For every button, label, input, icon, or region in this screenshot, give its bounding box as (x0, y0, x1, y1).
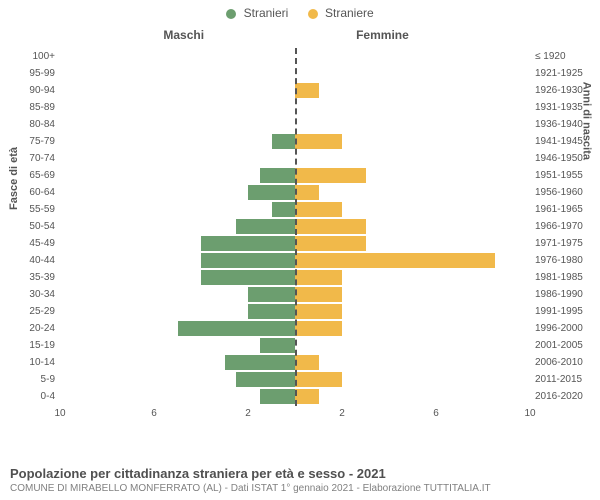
age-label: 10-14 (5, 357, 55, 368)
male-bar (225, 355, 296, 370)
female-bar (295, 304, 342, 319)
female-bar (295, 355, 319, 370)
female-bar (295, 168, 366, 183)
chart-subtitle: COMUNE DI MIRABELLO MONFERRATO (AL) - Da… (10, 483, 590, 494)
x-tick: 10 (54, 408, 65, 419)
age-label: 0-4 (5, 391, 55, 402)
header-males: Maschi (163, 28, 204, 42)
birth-year-label: 1936-1940 (535, 119, 600, 130)
male-bar (178, 321, 296, 336)
male-bar (272, 202, 296, 217)
age-label: 80-84 (5, 119, 55, 130)
age-label: 90-94 (5, 85, 55, 96)
female-bar (295, 287, 342, 302)
birth-year-label: 2016-2020 (535, 391, 600, 402)
birth-year-label: ≤ 1920 (535, 51, 600, 62)
x-tick: 2 (245, 408, 251, 419)
age-label: 75-79 (5, 136, 55, 147)
birth-year-label: 1941-1945 (535, 136, 600, 147)
birth-year-label: 1951-1955 (535, 170, 600, 181)
female-bar (295, 270, 342, 285)
male-bar (248, 185, 295, 200)
male-bar (260, 389, 295, 404)
birth-year-label: 1946-1950 (535, 153, 600, 164)
male-bar (248, 287, 295, 302)
birth-year-label: 1921-1925 (535, 68, 600, 79)
female-bar (295, 372, 342, 387)
age-label: 45-49 (5, 238, 55, 249)
birth-year-label: 1926-1930 (535, 85, 600, 96)
legend-male-swatch (226, 9, 236, 19)
female-bar (295, 236, 366, 251)
centerline (295, 48, 297, 406)
age-label: 55-59 (5, 204, 55, 215)
age-label: 20-24 (5, 323, 55, 334)
chart-container: Stranieri Straniere Fasce di età Anni di… (0, 0, 600, 500)
age-label: 65-69 (5, 170, 55, 181)
legend-male: Stranieri (226, 6, 288, 20)
legend-female-swatch (308, 9, 318, 19)
x-tick: 6 (151, 408, 157, 419)
birth-year-label: 1976-1980 (535, 255, 600, 266)
age-label: 95-99 (5, 68, 55, 79)
male-bar (201, 270, 295, 285)
age-label: 50-54 (5, 221, 55, 232)
age-label: 85-89 (5, 102, 55, 113)
age-label: 100+ (5, 51, 55, 62)
female-bar (295, 185, 319, 200)
male-bar (248, 304, 295, 319)
male-bar (260, 338, 295, 353)
x-tick: 6 (433, 408, 439, 419)
birth-year-label: 1981-1985 (535, 272, 600, 283)
footer: Popolazione per cittadinanza straniera p… (10, 466, 590, 494)
male-bar (201, 253, 295, 268)
female-bar (295, 134, 342, 149)
age-label: 25-29 (5, 306, 55, 317)
female-bar (295, 219, 366, 234)
age-label: 60-64 (5, 187, 55, 198)
male-bar (236, 219, 295, 234)
birth-year-label: 2006-2010 (535, 357, 600, 368)
birth-year-label: 1971-1975 (535, 238, 600, 249)
legend-female: Straniere (308, 6, 374, 20)
legend-female-label: Straniere (325, 6, 374, 20)
male-bar (201, 236, 295, 251)
female-bar (295, 253, 495, 268)
legend: Stranieri Straniere (0, 0, 600, 20)
chart-title: Popolazione per cittadinanza straniera p… (10, 466, 590, 481)
birth-year-label: 2001-2005 (535, 340, 600, 351)
x-tick: 10 (524, 408, 535, 419)
age-label: 40-44 (5, 255, 55, 266)
female-bar (295, 321, 342, 336)
birth-year-label: 1931-1935 (535, 102, 600, 113)
female-bar (295, 83, 319, 98)
age-label: 70-74 (5, 153, 55, 164)
header-females: Femmine (356, 28, 409, 42)
male-bar (272, 134, 296, 149)
legend-male-label: Stranieri (244, 6, 289, 20)
x-tick: 2 (339, 408, 345, 419)
age-label: 30-34 (5, 289, 55, 300)
birth-year-label: 1956-1960 (535, 187, 600, 198)
birth-year-label: 1961-1965 (535, 204, 600, 215)
age-label: 15-19 (5, 340, 55, 351)
birth-year-label: 1986-1990 (535, 289, 600, 300)
age-label: 5-9 (5, 374, 55, 385)
male-bar (236, 372, 295, 387)
male-bar (260, 168, 295, 183)
female-bar (295, 202, 342, 217)
x-axis: 10622610 (60, 408, 530, 428)
birth-year-label: 2011-2015 (535, 374, 600, 385)
age-label: 35-39 (5, 272, 55, 283)
birth-year-label: 1966-1970 (535, 221, 600, 232)
chart-area: Maschi Femmine 100+≤ 192095-991921-19259… (60, 28, 530, 428)
birth-year-label: 1991-1995 (535, 306, 600, 317)
birth-year-label: 1996-2000 (535, 323, 600, 334)
female-bar (295, 389, 319, 404)
